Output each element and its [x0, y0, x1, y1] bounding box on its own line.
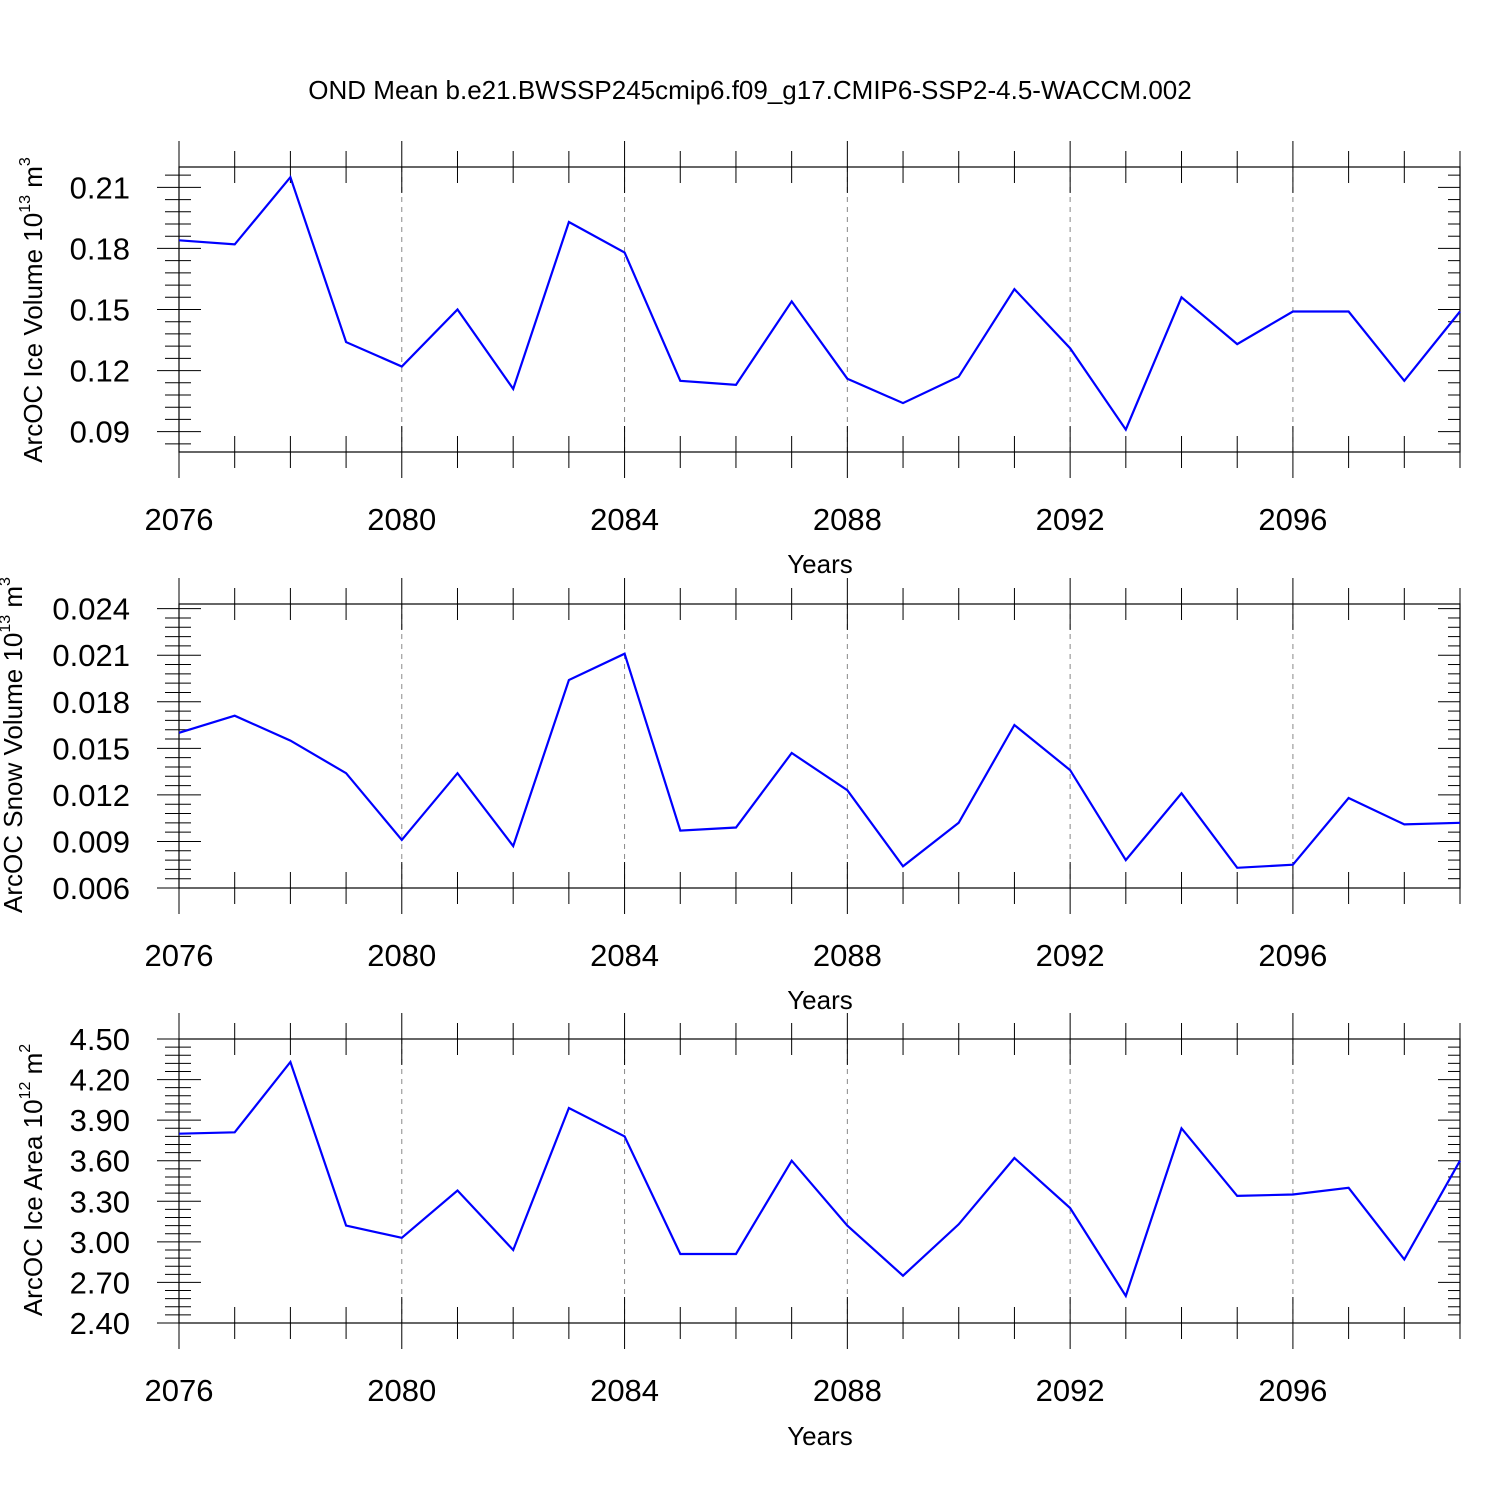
x-tick-label: 2088	[813, 1373, 882, 1408]
y-tick-label: 0.015	[52, 731, 130, 766]
series-line	[178, 1059, 1461, 1299]
x-tick-label: 2092	[1036, 502, 1105, 537]
x-tick-label: 2080	[367, 938, 436, 973]
x-tick-label: 2084	[590, 1373, 659, 1408]
y-axis-label: ArcOC Snow Volume 1013 m3	[0, 577, 28, 913]
x-tick-label: 2096	[1258, 502, 1327, 537]
x-tick-label: 2076	[145, 938, 214, 973]
x-tick-label: 2088	[813, 502, 882, 537]
y-tick-label: 3.30	[70, 1184, 130, 1219]
x-tick-label: 2092	[1036, 938, 1105, 973]
y-tick-label: 0.09	[70, 415, 130, 450]
panels: 2076 2080 2084 2088 2092 2096 0.09 0.12 0.15 0.18…	[0, 141, 1461, 1451]
series-line	[178, 652, 1461, 869]
x-tick-label: 2084	[590, 938, 659, 973]
y-tick-label: 3.90	[70, 1103, 130, 1138]
plot-frame	[178, 603, 1461, 889]
x-tick-label: 2092	[1036, 1373, 1105, 1408]
y-tick-label: 0.009	[52, 824, 130, 859]
x-tick-label: 2088	[813, 938, 882, 973]
plot-frame	[178, 166, 1461, 453]
y-tick-label: 2.70	[70, 1265, 130, 1300]
y-tick-label: 4.20	[70, 1063, 130, 1098]
y-tick-label: 0.021	[52, 638, 130, 673]
panel-2: 2076 2080 2084 2088 2092 2096 0.006 0.009 0.012 0…	[0, 577, 1461, 1015]
x-axis-label: Years	[787, 549, 853, 579]
x-tick-label: 2080	[367, 1373, 436, 1408]
x-tick-label: 2076	[145, 1373, 214, 1408]
x-tick-label: 2076	[145, 502, 214, 537]
x-axis-label: Years	[787, 1421, 853, 1451]
x-tick-label: 2084	[590, 502, 659, 537]
panel-3: 2076 2080 2084 2088 2092 2096 2.40 2.70 3.00 3.30…	[17, 1013, 1461, 1451]
y-tick-label: 0.21	[70, 170, 130, 205]
x-tick-label: 2080	[367, 502, 436, 537]
y-tick-label: 4.50	[70, 1022, 130, 1057]
plot-frame	[178, 1038, 1461, 1324]
y-tick-label: 2.40	[70, 1306, 130, 1341]
y-tick-label: 0.018	[52, 685, 130, 720]
y-axis-label: ArcOC Ice Area 1012 m2	[17, 1044, 48, 1316]
x-tick-label: 2096	[1258, 1373, 1327, 1408]
y-tick-label: 3.00	[70, 1225, 130, 1260]
x-axis-label: Years	[787, 985, 853, 1015]
x-tick-label: 2096	[1258, 938, 1327, 973]
y-tick-label: 3.60	[70, 1144, 130, 1179]
y-axis-label: ArcOC Ice Volume 1013 m3	[17, 157, 48, 463]
chart-title: OND Mean b.e21.BWSSP245cmip6.f09_g17.CMI…	[308, 75, 1191, 105]
y-tick-label: 0.024	[52, 592, 130, 627]
y-tick-label: 0.012	[52, 778, 130, 813]
series-line	[178, 174, 1461, 432]
y-tick-label: 0.12	[70, 354, 130, 389]
panel-1: 2076 2080 2084 2088 2092 2096 0.09 0.12 0.15 0.18…	[17, 141, 1461, 579]
y-tick-label: 0.18	[70, 231, 130, 266]
y-tick-label: 0.006	[52, 871, 130, 906]
y-tick-label: 0.15	[70, 293, 130, 328]
